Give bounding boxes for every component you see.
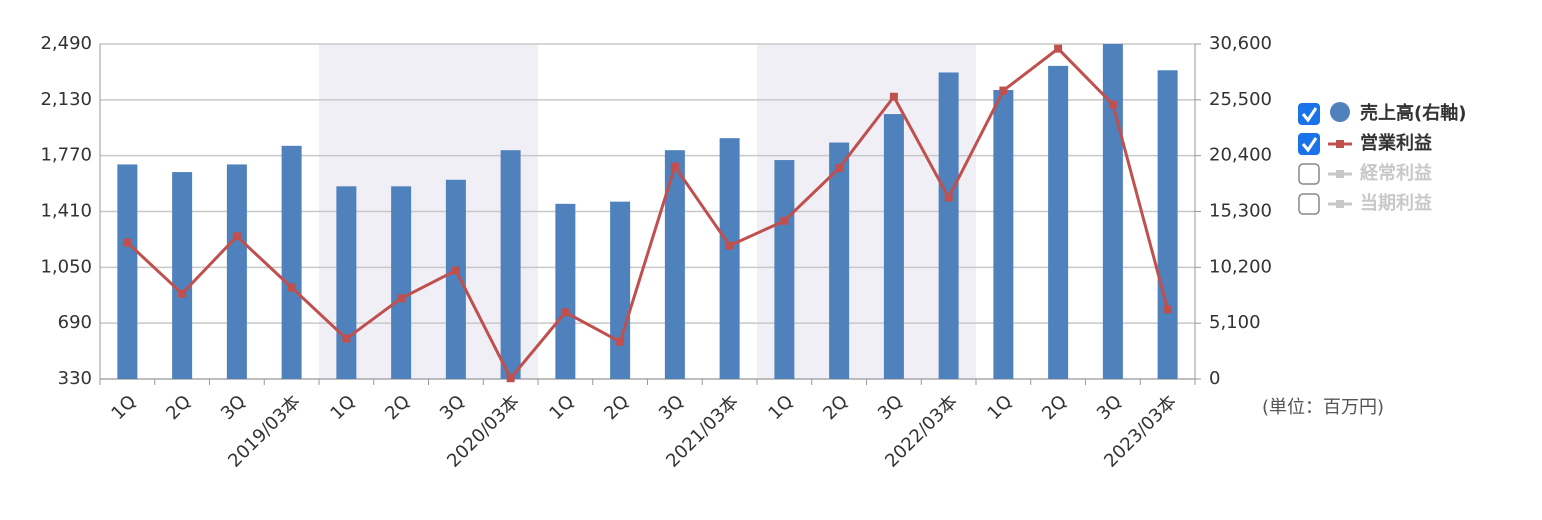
y2-tick-label: 20,400	[1209, 145, 1272, 166]
legend-label: 当期利益	[1360, 192, 1432, 214]
x-tick-label: 3Q	[655, 391, 688, 424]
marker	[123, 238, 132, 247]
legend-label: 営業利益	[1360, 132, 1432, 154]
marker	[451, 266, 460, 275]
bar	[555, 203, 576, 379]
marker	[1108, 100, 1117, 109]
x-tick-label: 3Q	[436, 391, 469, 424]
bar	[829, 142, 850, 379]
bar	[391, 186, 412, 379]
checkbox[interactable]	[1298, 133, 1320, 155]
legend-item[interactable]: 経常利益	[1298, 162, 1432, 185]
bar	[774, 160, 795, 379]
legend-swatch	[1336, 170, 1344, 178]
y-tick-label: 330	[58, 368, 92, 389]
marker	[780, 216, 789, 225]
marker	[670, 162, 679, 171]
marker	[835, 164, 844, 173]
y-tick-label: 690	[58, 312, 92, 333]
x-tick-label: 3Q	[217, 391, 250, 424]
x-tick-label: 1Q	[983, 391, 1016, 424]
bar	[1048, 65, 1069, 380]
y2-tick-label: 10,200	[1209, 256, 1272, 277]
checkbox[interactable]	[1298, 163, 1320, 185]
x-tick-label: 1Q	[107, 391, 140, 424]
legend-label: 経常利益	[1360, 162, 1432, 184]
x-tick-label: 2Q	[381, 391, 414, 424]
y-tick-label: 1,050	[40, 256, 92, 277]
legend-swatch	[1330, 102, 1350, 122]
marker	[506, 374, 515, 383]
marker	[561, 308, 570, 317]
x-tick-label: 3Q	[874, 391, 907, 424]
marker	[287, 283, 296, 292]
x-tick-label: 2Q	[819, 391, 852, 424]
y2-tick-label: 25,500	[1209, 89, 1272, 110]
x-tick-label: 1Q	[764, 391, 797, 424]
y-tick-label: 1,770	[40, 145, 92, 166]
bar	[336, 186, 357, 379]
x-tick-label: 1Q	[545, 391, 578, 424]
check	[1301, 107, 1318, 123]
bar	[938, 72, 959, 379]
y2-tick-label: 5,100	[1209, 312, 1261, 333]
bar	[281, 145, 302, 379]
marker	[1163, 305, 1172, 314]
marker	[944, 193, 953, 202]
marker	[342, 334, 351, 343]
x-tick-label: 2Q	[1038, 391, 1071, 424]
bar	[172, 172, 193, 379]
bar	[664, 150, 685, 379]
marker	[1054, 44, 1063, 53]
bar	[883, 114, 904, 379]
bar	[500, 150, 521, 379]
x-tick-label: 2Q	[600, 391, 633, 424]
x-tick-label: 3Q	[1093, 391, 1126, 424]
marker	[616, 337, 625, 346]
bar	[226, 164, 247, 379]
x-tick-label: 2Q	[162, 391, 195, 424]
y-tick-label: 1,410	[40, 201, 92, 222]
bar	[719, 138, 740, 379]
legend-label: 売上高(右軸)	[1360, 102, 1466, 124]
legend-item[interactable]: 営業利益	[1298, 132, 1432, 155]
bar	[445, 179, 466, 379]
bar	[610, 201, 631, 379]
legend-swatch	[1336, 200, 1344, 208]
marker	[232, 232, 241, 241]
check	[1301, 137, 1318, 153]
bar	[993, 89, 1014, 379]
legend-item[interactable]: 売上高(右軸)	[1298, 102, 1466, 125]
bar	[1102, 44, 1123, 379]
y2-tick-label: 15,300	[1209, 201, 1272, 222]
bar	[117, 164, 138, 379]
marker	[889, 92, 898, 101]
x-tick-label: 1Q	[326, 391, 359, 424]
y2-tick-label: 30,600	[1209, 33, 1272, 54]
y-tick-label: 2,490	[40, 33, 92, 54]
checkbox[interactable]	[1298, 103, 1320, 125]
marker	[725, 241, 734, 250]
unit-note: (単位：百万円)	[1262, 397, 1384, 418]
y2-tick-label: 0	[1209, 368, 1220, 389]
marker	[178, 289, 187, 298]
checkbox[interactable]	[1298, 193, 1320, 215]
y-tick-label: 2,130	[40, 89, 92, 110]
bar	[1157, 70, 1178, 380]
marker	[999, 86, 1008, 95]
legend-item[interactable]: 当期利益	[1298, 192, 1432, 215]
line	[126, 46, 1170, 381]
legend-swatch	[1336, 140, 1344, 148]
marker	[397, 294, 406, 303]
